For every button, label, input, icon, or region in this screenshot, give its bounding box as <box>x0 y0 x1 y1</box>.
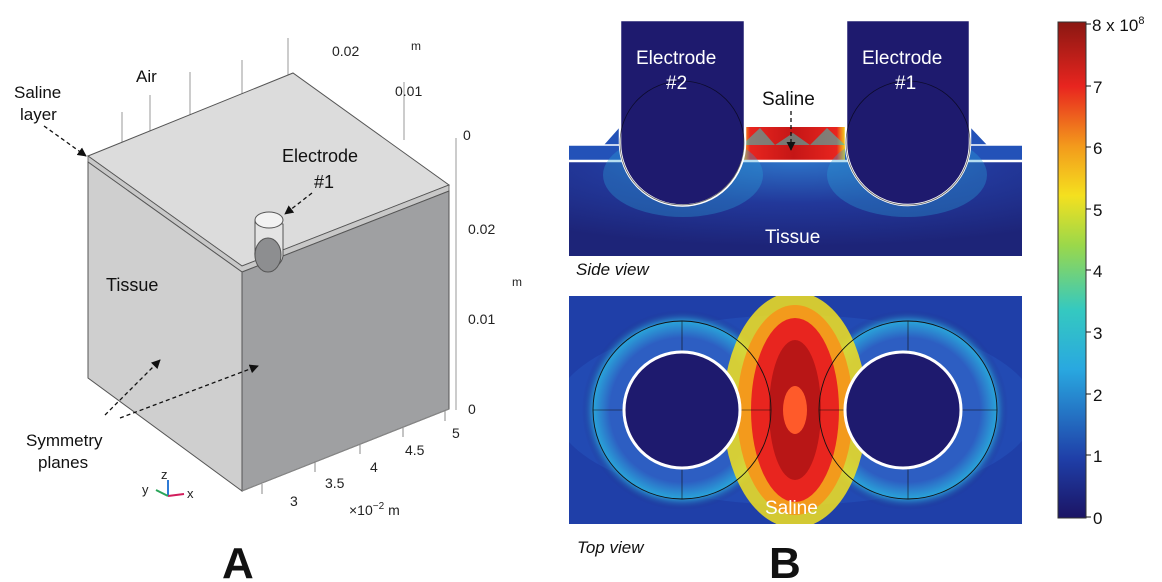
air-grid-lines <box>121 38 457 410</box>
panel-a: 3 3.5 4 4.5 5 ×10−2 m 0.02 m 0.01 0 0.02 … <box>14 38 522 582</box>
colorbar-tick-label: 2 <box>1093 386 1102 405</box>
saline-hotspot-top <box>742 128 845 145</box>
top-view <box>569 296 1022 524</box>
symmetry-label: planes <box>38 453 88 472</box>
colorbar-tick-label: 1 <box>1093 447 1102 466</box>
symmetry-arrow <box>104 359 161 416</box>
colorbar-tick-label: 5 <box>1093 201 1102 220</box>
top-axis-tick: 0.02 <box>332 43 359 59</box>
symmetry-label: Symmetry <box>26 431 103 450</box>
hot-zone-center <box>783 386 807 434</box>
colorbar-max-label: 8 x 108 <box>1092 15 1144 35</box>
right-axis-tick: 0.02 <box>468 221 495 237</box>
panel-b: Electrode #2 Electrode #1 Saline Tissue … <box>569 15 1144 582</box>
triad-x: x <box>187 486 194 501</box>
side-tissue-label: Tissue <box>765 227 820 248</box>
right-axis-unit: m <box>512 275 522 289</box>
bottom-axis-scale: ×10−2 m <box>349 501 400 518</box>
colorbar-tick-label: 3 <box>1093 324 1102 343</box>
bottom-axis-tick: 4 <box>370 459 378 475</box>
panel-a-letter: A <box>222 539 254 582</box>
triad-y: y <box>142 482 149 497</box>
saline-layer-label: Saline <box>14 83 61 102</box>
colorbar-tick-label: 7 <box>1093 78 1102 97</box>
symmetry-arrow <box>119 364 259 419</box>
top-view-caption: Top view <box>577 538 645 557</box>
tissue-label: Tissue <box>106 275 158 295</box>
side-view-caption: Side view <box>576 260 650 279</box>
top-axis-tick: 0 <box>463 127 471 143</box>
top-axis-tick: 0.01 <box>395 83 422 99</box>
colorbar: 8 x 108 7 6 5 4 3 2 1 0 <box>1057 15 1144 528</box>
saline-meniscus-left <box>569 127 620 161</box>
electrode-1-top <box>843 350 963 470</box>
electrode-1-shape <box>254 211 284 273</box>
side-saline-label: Saline <box>762 89 815 110</box>
bottom-axis-tick: 3.5 <box>325 475 345 491</box>
side-electrode-2-label: #2 <box>666 73 687 94</box>
bottom-axis <box>241 408 450 494</box>
bottom-axis-tick: 5 <box>452 425 460 441</box>
colorbar-tick-label: 4 <box>1093 262 1102 281</box>
saline-meniscus-right <box>970 127 1022 161</box>
side-electrode-2-label: Electrode <box>636 48 716 69</box>
colorbar-tick-label: 6 <box>1093 139 1102 158</box>
saline-layer-label: layer <box>20 105 57 124</box>
electrode-2-top <box>622 350 742 470</box>
saline-layer-arrow <box>43 125 87 157</box>
electrode-label: #1 <box>314 172 334 192</box>
electrode-2-outline <box>619 80 745 206</box>
panel-b-letter: B <box>769 539 801 582</box>
air-label: Air <box>136 67 157 86</box>
side-view <box>569 20 1022 256</box>
top-saline-label: Saline <box>765 498 818 519</box>
colorbar-gradient <box>1057 21 1087 519</box>
axis-triad: z y x <box>142 467 194 501</box>
top-axis-unit: m <box>411 39 421 53</box>
electrode-1-outline <box>845 80 971 206</box>
side-electrode-1-label: #1 <box>895 73 916 94</box>
side-electrode-1-label: Electrode <box>862 48 942 69</box>
triad-z: z <box>161 467 168 482</box>
right-axis-tick: 0.01 <box>468 311 495 327</box>
colorbar-tick-label: 0 <box>1093 509 1102 528</box>
right-axis-tick: 0 <box>468 401 476 417</box>
bottom-axis-tick: 3 <box>290 493 298 509</box>
bottom-axis-tick: 4.5 <box>405 442 425 458</box>
electrode-arrow <box>284 192 313 215</box>
electrode-label: Electrode <box>282 146 358 166</box>
